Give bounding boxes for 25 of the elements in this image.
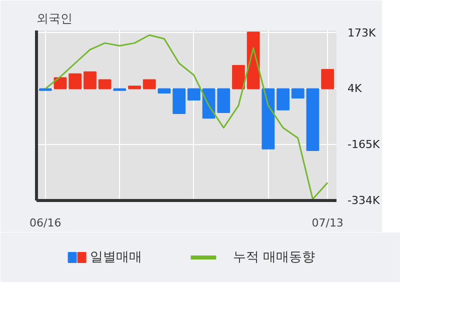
bar bbox=[172, 88, 186, 114]
bar bbox=[98, 79, 112, 90]
x-tick-label: 07/13 bbox=[312, 216, 344, 230]
bar bbox=[291, 88, 304, 98]
bar bbox=[187, 88, 200, 100]
bar bbox=[68, 73, 82, 90]
bar bbox=[84, 71, 96, 90]
bar bbox=[262, 88, 275, 150]
bar bbox=[321, 69, 334, 90]
y-tick-label: -165K bbox=[348, 138, 380, 152]
bar bbox=[142, 79, 156, 90]
bar bbox=[128, 86, 141, 90]
y-tick-label: 4K bbox=[348, 82, 362, 96]
bar bbox=[217, 88, 230, 114]
chart-title: 외국인 bbox=[36, 12, 72, 26]
bar bbox=[276, 88, 290, 110]
bar bbox=[306, 88, 320, 152]
line-series bbox=[44, 34, 328, 200]
y-tick-label: -334K bbox=[348, 194, 380, 207]
legend-label: 누적 매매동향 bbox=[232, 250, 316, 265]
bar bbox=[232, 65, 245, 90]
legend-label: 일별매매 bbox=[90, 250, 142, 265]
bar bbox=[158, 88, 171, 94]
x-tick-label: 06/16 bbox=[30, 216, 62, 230]
y-tick-label: 173K bbox=[348, 26, 376, 40]
